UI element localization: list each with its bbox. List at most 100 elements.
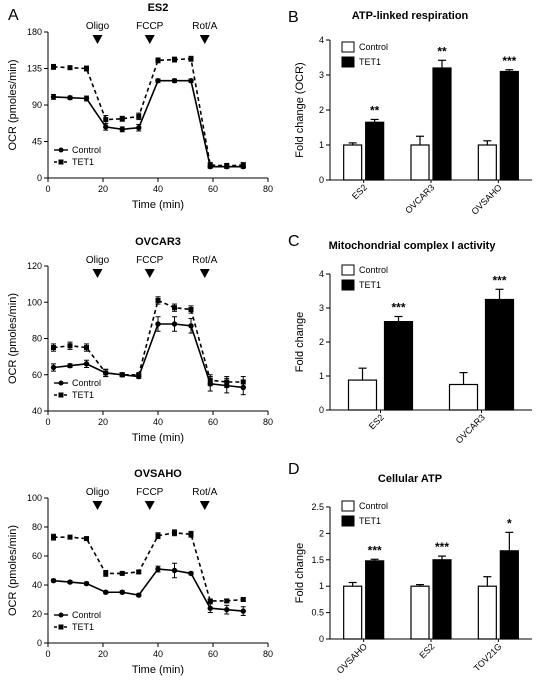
x-tick-label: ES2 — [350, 182, 369, 201]
y-tick-label: 90 — [32, 100, 42, 110]
bar — [448, 383, 479, 411]
data-point — [51, 534, 56, 540]
legend-swatch-tet1 — [341, 279, 355, 291]
data-point — [51, 345, 56, 351]
data-point — [155, 297, 161, 303]
significance-label: * — [507, 516, 512, 530]
y-tick-label: 1 — [319, 581, 324, 591]
legend-marker-tet1 — [58, 392, 64, 398]
legend-marker-tet1 — [58, 159, 64, 165]
x-tick-label: 40 — [153, 417, 163, 427]
bar — [499, 70, 519, 181]
y-tick-label: 20 — [32, 609, 42, 619]
bar — [484, 298, 515, 411]
x-tick-label: 40 — [153, 649, 163, 659]
x-axis-label: Time (min) — [132, 199, 184, 211]
legend-swatch-control — [341, 41, 355, 53]
significance-label: *** — [435, 540, 449, 554]
y-tick-label: 0 — [319, 175, 324, 185]
data-point — [136, 113, 142, 119]
injection-label: Oligo — [86, 487, 110, 498]
y-tick-label: 80 — [32, 334, 42, 344]
y-axis-label: OCR (pmoles/min) — [7, 525, 19, 616]
data-point — [119, 372, 125, 378]
data-point — [136, 372, 142, 378]
data-point — [83, 361, 90, 367]
data-point — [67, 579, 73, 585]
chart-title: ES2 — [148, 2, 169, 14]
x-tick-label: 20 — [98, 184, 108, 194]
series-line — [53, 531, 244, 602]
y-axis-label: OCR (pmoles/min) — [7, 293, 19, 384]
chart-title: OVSAHO — [134, 468, 182, 480]
significance-label: *** — [502, 54, 516, 68]
injection-arrow-icon — [144, 35, 155, 44]
injection-label: FCCP — [136, 255, 164, 266]
y-tick-label: 0 — [319, 405, 324, 415]
y-tick-label: 1 — [319, 371, 324, 381]
injection-label: FCCP — [136, 21, 164, 32]
data-point — [155, 321, 161, 327]
y-tick-label: 100 — [27, 297, 42, 307]
data-point — [207, 605, 213, 611]
bar — [347, 379, 378, 411]
y-tick-label: 0 — [37, 173, 42, 183]
significance-label: *** — [368, 543, 382, 557]
y-axis-label: OCR (pmoles/min) — [7, 59, 19, 150]
data-point — [119, 570, 125, 576]
y-tick-label: 60 — [32, 551, 42, 561]
bar — [477, 585, 497, 640]
chart-title: Mitochondrial complex I activity — [329, 240, 497, 252]
data-point — [207, 377, 213, 383]
x-tick-label: 60 — [208, 649, 218, 659]
x-axis-label: Time (min) — [132, 432, 184, 444]
data-point — [155, 77, 161, 84]
legend-label: Control — [359, 501, 388, 511]
legend-label: Control — [359, 265, 388, 275]
atp-linked-respiration-chart: ATP-linked respiration 0 1 2 3 4 Fold change (… — [294, 10, 532, 217]
legend-marker-tet1 — [58, 624, 64, 630]
data-point — [103, 124, 109, 130]
y-tick-label: 2 — [319, 337, 324, 347]
x-tick-label: ES2 — [367, 412, 386, 431]
injection-arrow-icon — [144, 501, 155, 510]
data-point — [67, 95, 73, 101]
legend-marker-control — [58, 612, 64, 618]
data-point — [240, 597, 246, 602]
x-tick-label: 60 — [208, 184, 218, 194]
y-tick-label: 40 — [32, 580, 42, 590]
legend-label: Control — [72, 145, 101, 155]
bar — [432, 67, 452, 181]
data-point — [188, 323, 194, 329]
y-tick-label: 1 — [319, 140, 324, 150]
injection-arrow-icon — [199, 269, 210, 278]
data-point — [103, 570, 109, 576]
y-tick-label: 80 — [32, 522, 42, 532]
x-tick-label: OVCAR3 — [403, 182, 436, 215]
legend-swatch-control — [341, 264, 355, 276]
y-tick-label: 45 — [32, 137, 42, 147]
data-point — [50, 364, 57, 371]
legend-swatch-tet1 — [341, 56, 355, 68]
series-line — [53, 79, 244, 168]
ovcar3-ocr-chart: OVCAR3 40 60 80 100 120 0 20 40 60 80 Time (min) OCR… — [7, 236, 273, 444]
x-tick-label: 40 — [153, 184, 163, 194]
x-tick-label: 80 — [263, 184, 273, 194]
y-tick-label: 135 — [27, 64, 42, 74]
data-point — [155, 57, 161, 63]
data-point — [103, 370, 109, 376]
data-point — [188, 77, 194, 84]
data-point — [172, 57, 177, 63]
legend-label: TET1 — [72, 390, 94, 400]
bar — [410, 585, 430, 640]
x-tick-label: 0 — [45, 417, 50, 427]
injection-arrow-icon — [92, 269, 103, 278]
significance-label: ** — [437, 44, 447, 58]
series-line — [53, 568, 244, 612]
data-point — [188, 570, 194, 577]
data-point — [84, 536, 89, 542]
data-point — [240, 379, 246, 385]
x-tick-label: 20 — [98, 417, 108, 427]
y-tick-label: 120 — [27, 261, 42, 271]
y-axis-label: Fold change (OCR) — [294, 62, 306, 157]
